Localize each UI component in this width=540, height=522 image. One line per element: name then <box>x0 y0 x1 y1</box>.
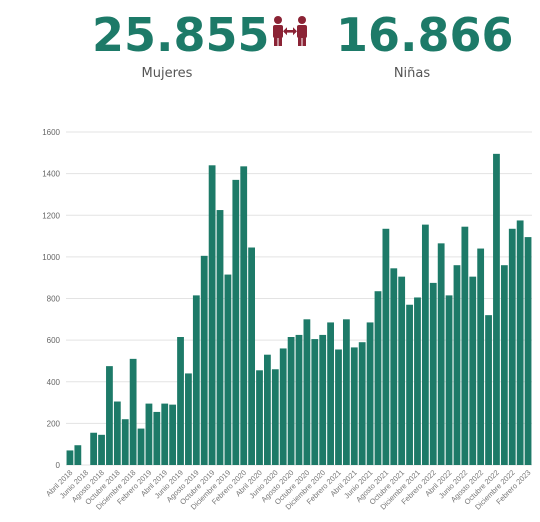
stat-women-label: Mujeres <box>141 66 193 81</box>
bar <box>256 370 263 465</box>
y-tick-label: 1200 <box>42 211 60 220</box>
bar <box>437 243 445 465</box>
bar <box>161 403 169 465</box>
bar <box>287 337 295 465</box>
y-tick-label: 1000 <box>42 253 60 262</box>
bar <box>319 334 327 465</box>
bar <box>216 210 224 465</box>
bar <box>485 315 492 465</box>
people-exchange-icon <box>273 16 307 46</box>
bar <box>524 237 532 465</box>
y-tick-label: 0 <box>56 461 61 470</box>
y-axis-ticks: 0 200 400 600 800 1000 1200 1400 1600 <box>42 128 60 470</box>
bar <box>232 179 240 465</box>
bar <box>390 268 398 465</box>
bar <box>342 319 350 465</box>
bar <box>137 428 145 465</box>
bar <box>90 432 98 465</box>
bar <box>264 354 271 465</box>
y-tick-label: 600 <box>47 336 61 345</box>
bar <box>453 265 461 465</box>
bar <box>461 226 469 465</box>
bar <box>335 349 342 465</box>
bars <box>66 153 532 466</box>
bar <box>477 248 485 465</box>
bar <box>311 339 319 465</box>
bar <box>350 347 358 465</box>
stat-women-value: 25.855 <box>92 8 270 62</box>
bar <box>414 297 421 465</box>
bar <box>153 411 161 465</box>
bar <box>185 373 192 465</box>
bar <box>429 282 437 465</box>
y-tick-label: 200 <box>47 419 61 428</box>
bar <box>192 295 200 465</box>
stat-girls-value: 16.866 <box>336 8 514 62</box>
bar <box>240 166 248 465</box>
bar <box>421 224 429 465</box>
bar <box>279 348 287 465</box>
bar <box>74 445 82 465</box>
bar <box>327 322 334 465</box>
bar <box>493 153 500 465</box>
bar <box>516 220 524 465</box>
bar-chart: 0 200 400 600 800 1000 1200 1400 1600 Abril 2018… <box>42 128 532 512</box>
bar <box>106 366 113 465</box>
y-tick-label: 1400 <box>42 170 60 179</box>
bar <box>121 419 129 465</box>
y-tick-label: 400 <box>47 378 61 387</box>
bar <box>177 337 184 465</box>
bar <box>508 228 516 465</box>
bar <box>374 291 382 465</box>
bar <box>469 276 477 465</box>
stat-girls: 16.866 Niñas <box>336 6 514 81</box>
y-tick-label: 800 <box>47 295 61 304</box>
bar <box>145 403 153 465</box>
bar <box>200 255 208 465</box>
bar <box>500 265 508 465</box>
bar <box>366 322 374 465</box>
bar <box>445 295 453 465</box>
bar <box>295 334 303 465</box>
bar <box>248 247 255 465</box>
bar <box>113 401 121 465</box>
bar <box>66 450 74 465</box>
bar <box>303 319 311 465</box>
stat-women: 25.855 Mujeres <box>92 6 270 81</box>
bar <box>406 304 413 465</box>
stat-girls-label: Niñas <box>393 66 431 81</box>
bar <box>398 276 406 465</box>
bar <box>208 165 216 466</box>
bar <box>224 274 232 465</box>
y-tick-label: 1600 <box>42 128 60 137</box>
bar <box>169 404 177 465</box>
bar <box>358 342 366 465</box>
bar <box>271 369 279 465</box>
bar <box>98 434 105 465</box>
bar <box>129 358 137 465</box>
bar <box>382 228 390 465</box>
